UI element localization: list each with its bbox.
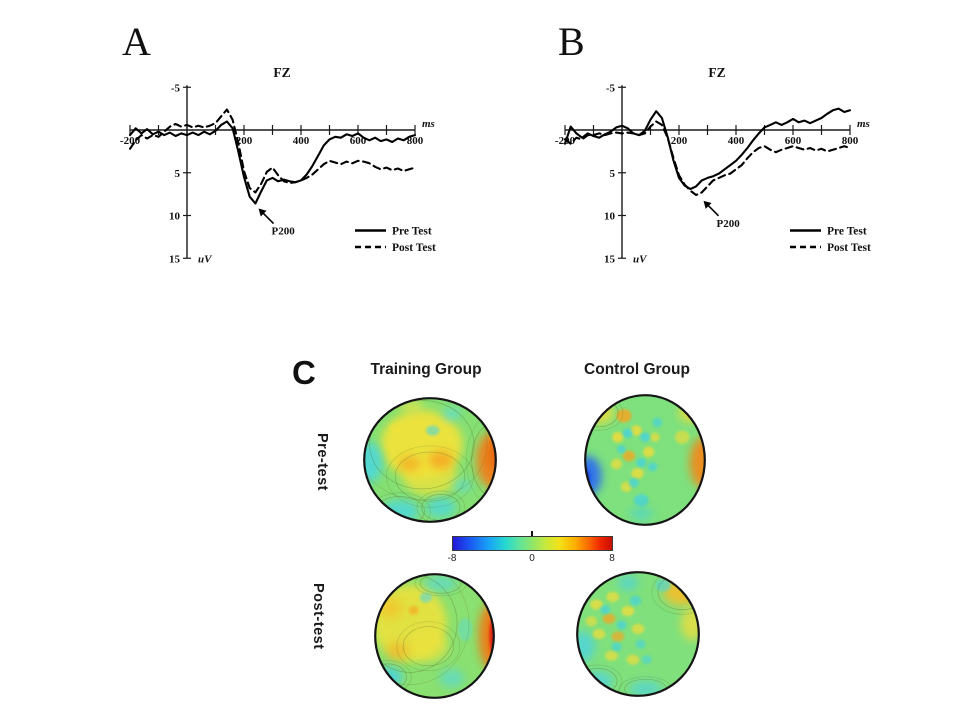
heatmap-blobs bbox=[577, 572, 699, 696]
scalp-outline bbox=[363, 397, 497, 523]
series-line-post-test bbox=[563, 120, 852, 197]
panel-c-letter: C bbox=[292, 354, 316, 391]
x-tick-label: -200 bbox=[120, 135, 141, 147]
x-tick-label: 800 bbox=[842, 135, 859, 147]
column-header-training-group: Training Group bbox=[370, 361, 482, 378]
legend-label: Post Test bbox=[392, 242, 436, 254]
row-header-post-test: Post-test bbox=[310, 582, 326, 650]
annotation-p200: P200 bbox=[258, 208, 296, 238]
colorbar-gradient bbox=[452, 536, 613, 551]
legend-label: Post Test bbox=[827, 242, 871, 254]
annotation-arrowhead bbox=[703, 200, 712, 209]
series-line-post-test bbox=[128, 108, 417, 194]
annotation-label: P200 bbox=[717, 218, 741, 230]
y-axis: -5 5 10 15 uV bbox=[169, 82, 213, 265]
y-axis-unit: uV bbox=[198, 253, 213, 265]
y-tick-label: -5 bbox=[606, 82, 616, 94]
annotation-label: P200 bbox=[272, 226, 296, 238]
legend-label: Pre Test bbox=[392, 226, 432, 238]
y-axis-unit: uV bbox=[633, 253, 648, 265]
x-tick-label: 600 bbox=[785, 135, 802, 147]
scalp-outline bbox=[576, 571, 700, 697]
x-tick-label: 400 bbox=[728, 135, 745, 147]
scalp-outline bbox=[374, 573, 495, 699]
x-axis-unit: ms bbox=[857, 118, 870, 130]
x-axis-unit: ms bbox=[422, 118, 435, 130]
heatmap-blobs bbox=[375, 574, 494, 698]
heatmap-blobs bbox=[364, 398, 496, 522]
topomap-control-pretest bbox=[584, 394, 706, 526]
plot-title: FZ bbox=[708, 65, 725, 80]
y-tick-label: 15 bbox=[169, 253, 181, 265]
y-tick-label: 15 bbox=[604, 253, 616, 265]
x-tick-label: 200 bbox=[671, 135, 688, 147]
row-header-pre-test: Pre-test bbox=[314, 433, 330, 491]
y-tick-label: -5 bbox=[171, 82, 181, 94]
x-tick-label: 800 bbox=[407, 135, 424, 147]
x-tick-label: 200 bbox=[236, 135, 253, 147]
plot-title: FZ bbox=[273, 65, 290, 80]
topomap-training-pretest bbox=[363, 397, 497, 523]
colorbar-zero-tick bbox=[531, 531, 533, 536]
y-tick-label: 10 bbox=[604, 211, 616, 223]
series-line-pre-test bbox=[563, 107, 852, 191]
legend: Pre Test Post Test bbox=[790, 226, 871, 254]
topomap-control-posttest bbox=[576, 571, 700, 697]
legend-label: Pre Test bbox=[827, 226, 867, 238]
y-axis: -5 5 10 15 uV bbox=[604, 82, 648, 265]
x-tick-label: 400 bbox=[293, 135, 310, 147]
y-tick-label: 10 bbox=[169, 211, 181, 223]
scalp-outline bbox=[584, 394, 706, 526]
y-tick-label: 5 bbox=[175, 168, 181, 180]
topomap-training-posttest bbox=[374, 573, 495, 699]
legend: Pre Test Post Test bbox=[355, 226, 436, 254]
colorbar-min-label: -8 bbox=[447, 553, 457, 564]
series-line-pre-test bbox=[128, 120, 417, 205]
heatmap-blobs bbox=[585, 395, 705, 525]
annotation-arrowhead bbox=[258, 208, 267, 217]
annotation-p200: P200 bbox=[703, 200, 741, 230]
panel-b-letter: B bbox=[558, 19, 585, 64]
colorbar-max-label: 8 bbox=[609, 553, 615, 564]
colorbar-mid-label: 0 bbox=[529, 553, 535, 564]
colorbar: -8 0 8 bbox=[448, 530, 615, 566]
column-header-control-group: Control Group bbox=[584, 361, 690, 378]
panel-a-letter: A bbox=[122, 19, 151, 64]
y-tick-label: 5 bbox=[610, 168, 616, 180]
